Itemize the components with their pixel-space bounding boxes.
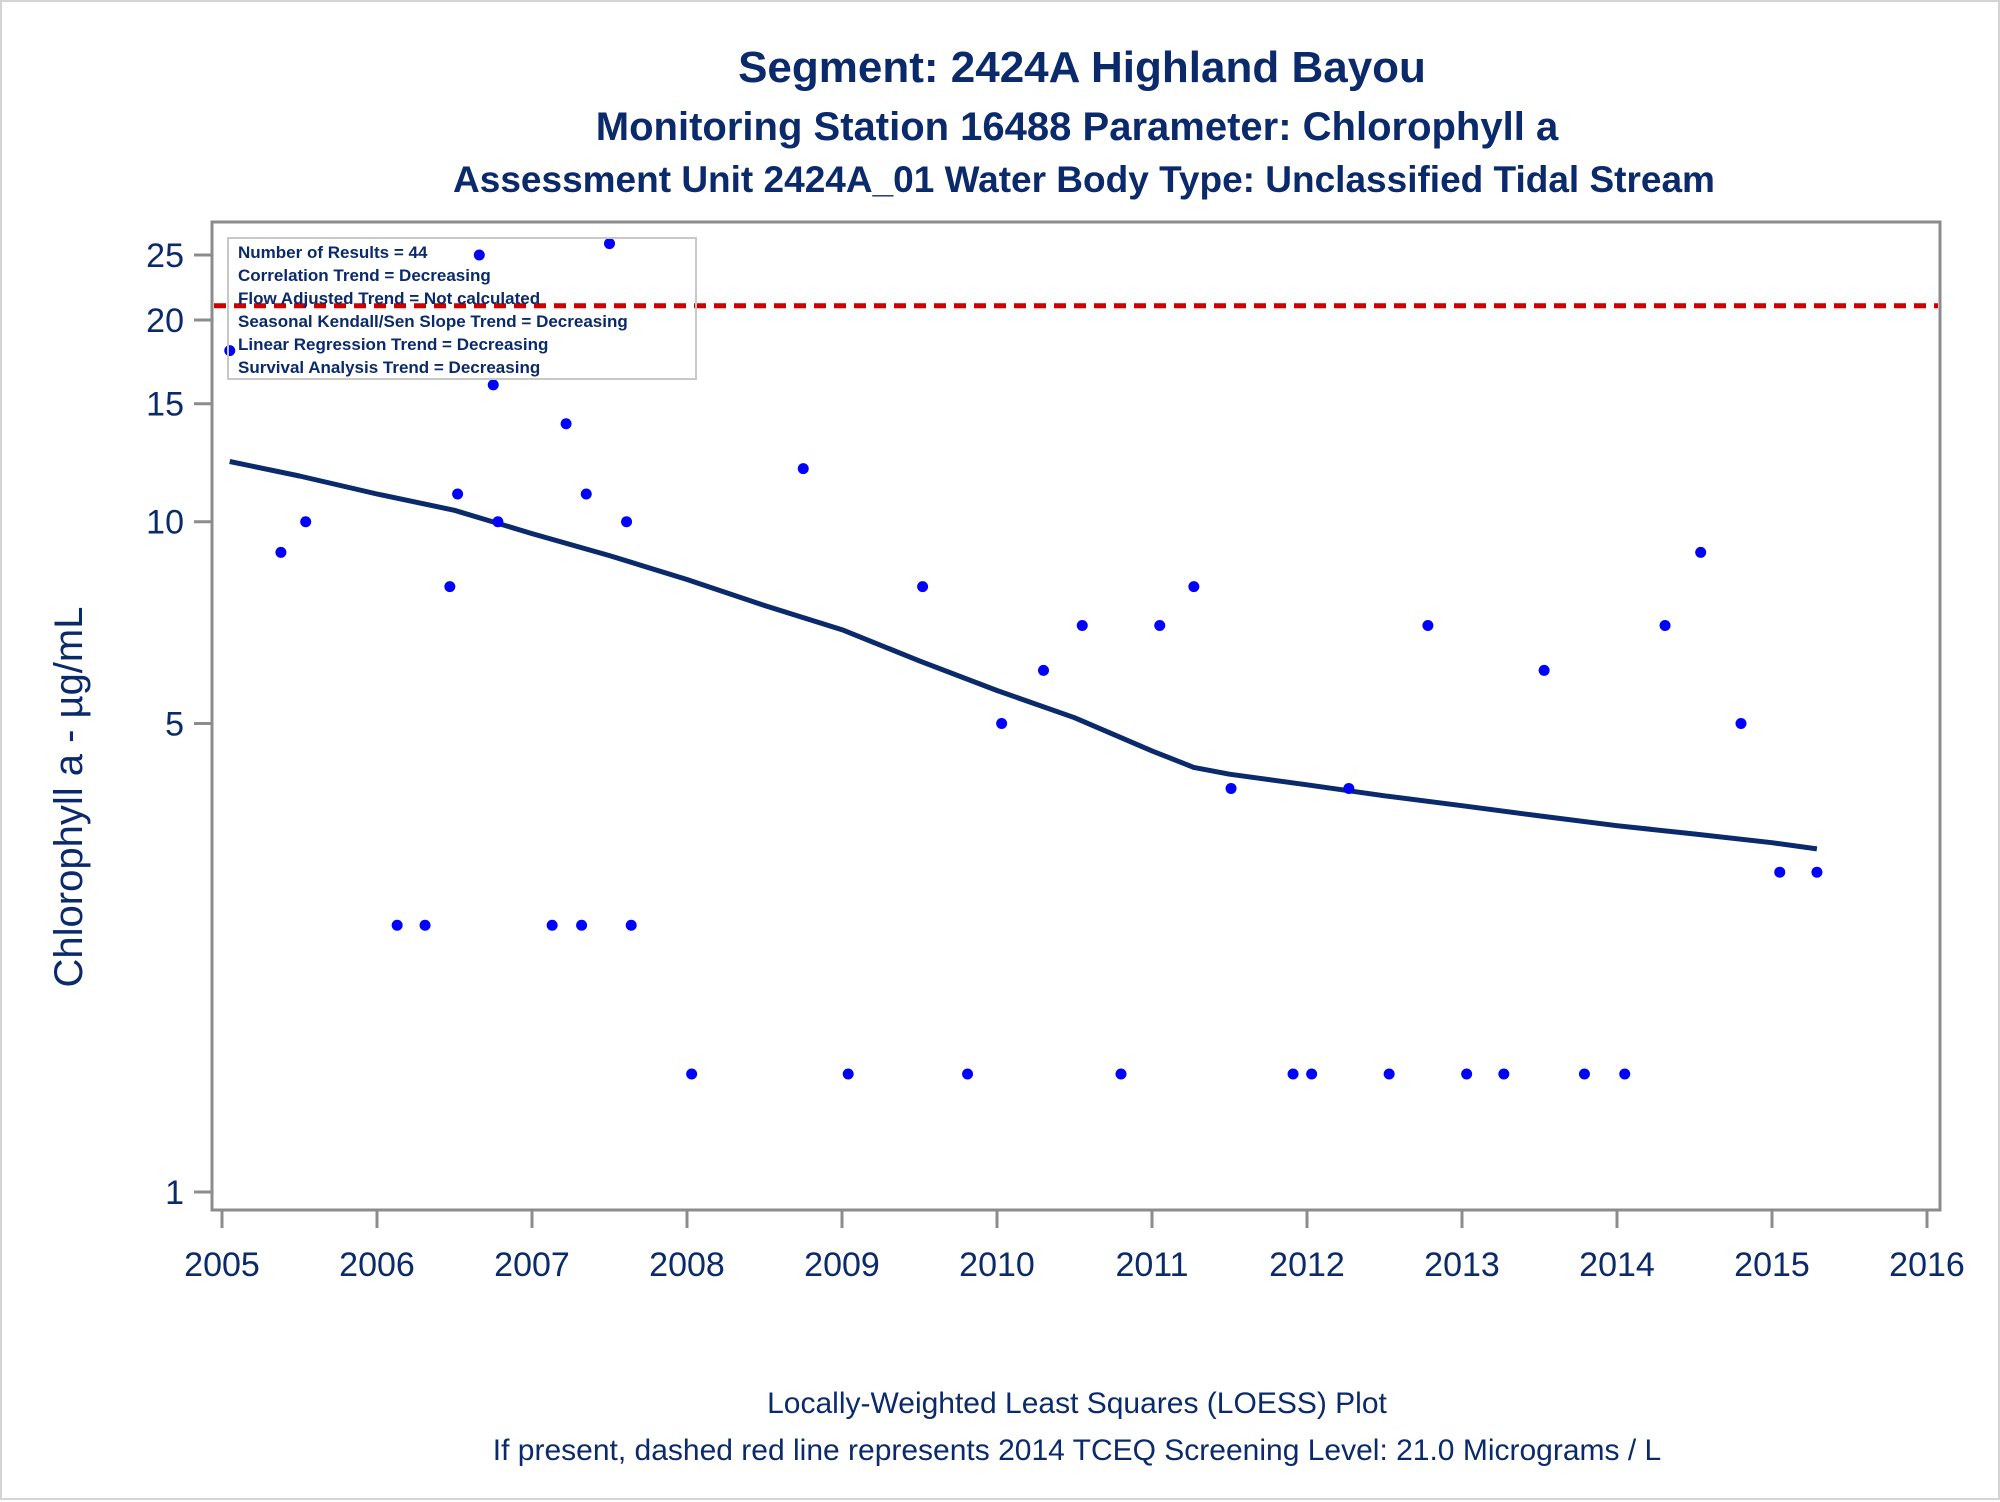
data-point <box>1659 620 1671 632</box>
x-tick-label: 2015 <box>1734 1246 1810 1284</box>
data-point <box>473 249 485 261</box>
data-point <box>444 581 456 593</box>
data-point <box>797 463 809 475</box>
data-point <box>1383 1068 1395 1080</box>
data-points-group <box>224 238 1823 1080</box>
chart-title: Segment: 2424A Highland Bayou <box>738 43 1426 92</box>
data-point <box>1306 1068 1318 1080</box>
trend-stats-box: Number of Results = 44 Correlation Trend… <box>227 237 697 380</box>
data-point <box>580 488 592 500</box>
data-point <box>1811 866 1823 878</box>
y-tick-label: 1 <box>165 1174 184 1212</box>
footnote-screening-level: If present, dashed red line represents 2… <box>493 1434 1661 1467</box>
stat-number-of-results: Number of Results = 44 <box>238 243 428 262</box>
data-point <box>1695 546 1707 558</box>
data-point <box>1461 1068 1473 1080</box>
data-point <box>1115 1068 1127 1080</box>
data-point <box>625 919 637 931</box>
data-point <box>1422 620 1434 632</box>
data-point <box>1774 866 1786 878</box>
data-point <box>1076 620 1088 632</box>
y-tick-label: 25 <box>146 237 184 275</box>
data-point <box>492 516 504 528</box>
x-tick-label: 2008 <box>649 1246 725 1284</box>
stat-linear-regression-trend: Linear Regression Trend = Decreasing <box>238 335 548 354</box>
data-point <box>604 238 615 250</box>
data-point <box>842 1068 854 1080</box>
data-point <box>1735 717 1747 729</box>
x-tick-label: 2009 <box>804 1246 880 1284</box>
data-point <box>1287 1068 1299 1080</box>
stats-box-border <box>227 237 697 380</box>
x-tick-label: 2016 <box>1889 1246 1965 1284</box>
loess-trend-line <box>229 459 1818 852</box>
x-tick-label: 2006 <box>339 1246 415 1284</box>
data-point <box>962 1068 974 1080</box>
y-tick-label: 5 <box>165 705 184 743</box>
y-axis-label: Chlorophyll a - µg/mL <box>47 607 91 988</box>
data-point <box>452 488 464 500</box>
data-point <box>621 516 633 528</box>
data-point <box>917 581 929 593</box>
data-point <box>487 379 499 391</box>
x-tick-label: 2005 <box>184 1246 260 1284</box>
data-point <box>996 717 1008 729</box>
data-point <box>576 919 588 931</box>
data-point <box>1343 782 1355 794</box>
plot-area-border <box>210 220 1942 1212</box>
data-point <box>300 516 312 528</box>
stat-survival-analysis-trend: Survival Analysis Trend = Decreasing <box>238 358 540 377</box>
footnote-loess: Locally-Weighted Least Squares (LOESS) P… <box>767 1387 1387 1420</box>
x-tick-label: 2013 <box>1424 1246 1500 1284</box>
y-tick-label: 20 <box>146 302 184 340</box>
data-point <box>1154 620 1166 632</box>
data-point <box>1038 664 1049 676</box>
data-point <box>1578 1068 1590 1080</box>
x-tick-label: 2012 <box>1269 1246 1345 1284</box>
data-point <box>1538 664 1550 676</box>
data-point <box>1498 1068 1510 1080</box>
chart-subtitle: Monitoring Station 16488 Parameter: Chlo… <box>596 105 1559 149</box>
x-axis-ticks: 2005 2006 2007 2008 2009 2010 2011 2012 2013 2014… <box>184 1210 1965 1284</box>
data-point <box>686 1068 698 1080</box>
data-point <box>391 919 403 931</box>
stat-correlation-trend: Correlation Trend = Decreasing <box>238 266 491 285</box>
loess-group <box>229 459 1818 852</box>
chart-subtitle-assessment: Assessment Unit 2424A_01 Water Body Type… <box>453 159 1715 200</box>
y-tick-label: 15 <box>146 386 184 424</box>
y-tick-label: 10 <box>146 504 184 542</box>
stat-flow-adjusted-trend: Flow Adjusted Trend = Not calculated <box>238 289 540 308</box>
x-tick-label: 2011 <box>1115 1246 1188 1284</box>
data-point <box>419 919 431 931</box>
data-point <box>1225 782 1237 794</box>
x-tick-label: 2014 <box>1579 1246 1655 1284</box>
x-tick-label: 2007 <box>494 1246 570 1284</box>
stat-seasonal-kendall-trend: Seasonal Kendall/Sen Slope Trend = Decre… <box>238 312 628 331</box>
data-point <box>560 418 572 430</box>
x-tick-label: 2010 <box>959 1246 1035 1284</box>
data-point <box>275 546 287 558</box>
data-point <box>1619 1068 1631 1080</box>
data-point <box>546 919 558 931</box>
data-point <box>224 345 236 357</box>
data-point <box>1188 581 1200 593</box>
